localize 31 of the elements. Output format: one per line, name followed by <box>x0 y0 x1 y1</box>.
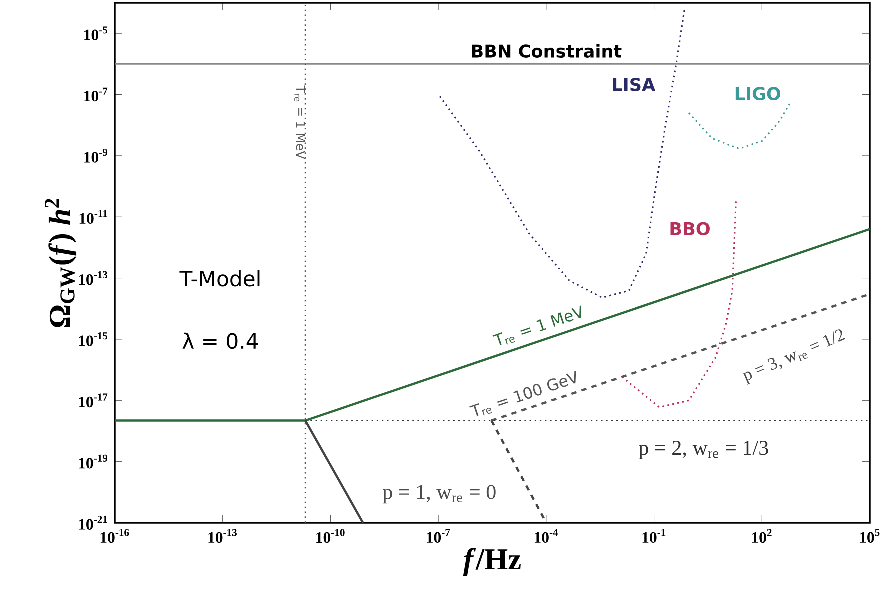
annotation: λ = 0.4 <box>182 332 258 350</box>
x-tick-label: 10$^{5}$ <box>860 529 880 544</box>
y-tick-label: 10$^{-11}$ <box>80 210 108 224</box>
x-tick-label: 10$^{-16}$ <box>100 529 130 544</box>
series-label: LIGO <box>736 87 781 100</box>
annotation: p = 1, w$_{re}$ = 0 <box>382 485 496 504</box>
annotation: p = 3, w$_{re}$ = 1/2 <box>742 330 846 385</box>
x-tick-label: 10$^{-13}$ <box>208 529 237 544</box>
y-tick-label: 10$^{-9}$ <box>84 149 108 163</box>
y-tick-label: 10$^{-13}$ <box>79 271 108 286</box>
y-tick-label: 10$^{-21}$ <box>79 516 108 530</box>
annotation: T-Model <box>180 270 260 287</box>
x-axis-title: f/Hz <box>463 548 521 576</box>
y-tick-label: 10$^{-15}$ <box>79 332 108 346</box>
y-tick-label: 10$^{-19}$ <box>79 454 108 469</box>
x-tick-label: 10$^{-7}$ <box>427 529 450 544</box>
y-axis-title: Ω$_{GW}$(f) h$^{2}$ <box>45 199 77 328</box>
series-label: LISA <box>613 78 656 92</box>
annotation: T$_{re}$ = 1 MeV <box>294 86 306 160</box>
y-tick-label: 10$^{-5}$ <box>84 26 108 40</box>
x-tick-label: 10$^{-4}$ <box>534 529 558 544</box>
x-tick-label: 10$^{-10}$ <box>316 529 345 544</box>
text: T$_{re}$ = 1 MeV <box>492 306 582 346</box>
ref-line-label: BBN Constraint <box>472 44 622 58</box>
y-tick-label: 10$^{-7}$ <box>84 88 108 102</box>
y-tick-label: 10$^{-17}$ <box>79 394 108 408</box>
text: T$_{re}$ = 100 GeV <box>470 370 576 416</box>
x-tick-label: 10$^{2}$ <box>752 529 772 544</box>
annotation: p = 2, w$_{re}$ = 1/3 <box>638 440 768 460</box>
series-label: BBO <box>670 222 710 236</box>
x-tick-label: 10$^{-1}$ <box>642 529 666 544</box>
